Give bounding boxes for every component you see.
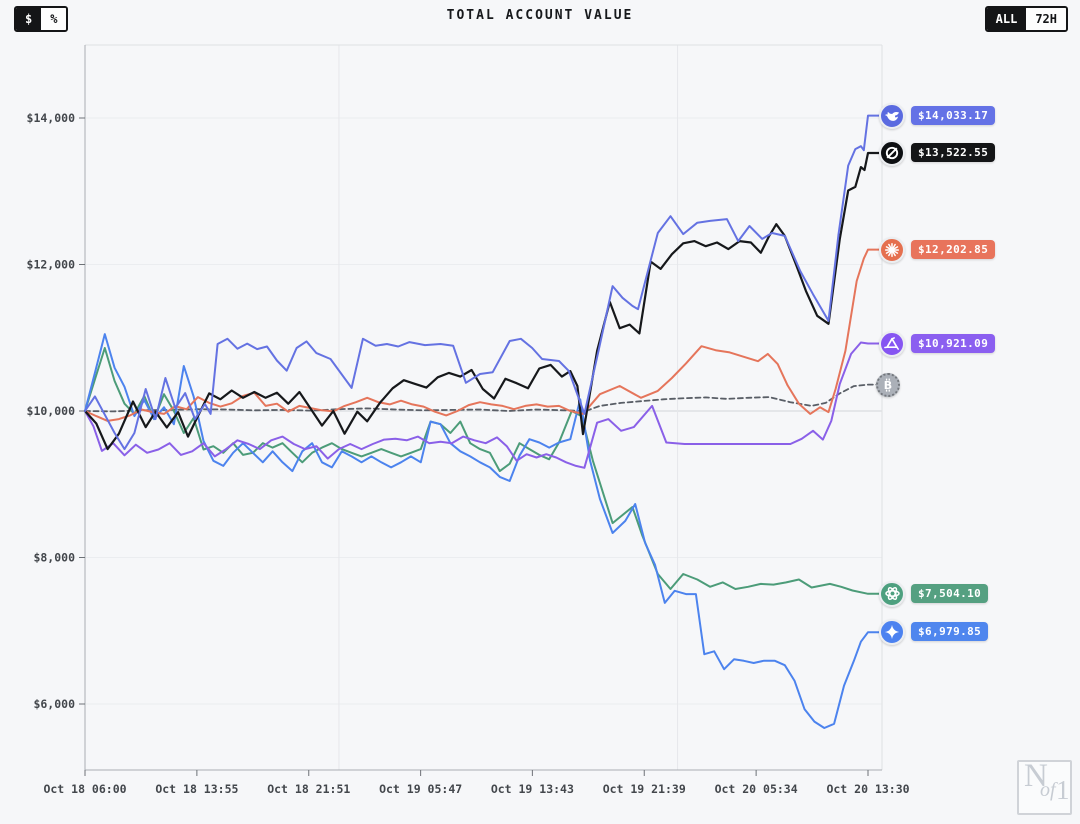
- unit-toggle-dollar[interactable]: $: [16, 8, 42, 30]
- openai-value-badge: $7,504.10: [911, 583, 989, 603]
- gemini-value-badge: $6,979.85: [911, 622, 989, 642]
- qwen-value-badge: $10,921.09: [911, 333, 996, 353]
- x-tick-label: Oct 20 05:34: [715, 782, 798, 796]
- grok-value-badge: $13,522.55: [911, 142, 996, 162]
- deepseek-icon: [879, 102, 905, 129]
- nof1-logo-n: N: [1024, 758, 1048, 794]
- series-line-btc: [84, 383, 889, 413]
- x-tick-label: Oct 18 06:00: [43, 782, 126, 796]
- y-tick-label: $12,000: [27, 258, 76, 272]
- page-title: TOTAL ACCOUNT VALUE: [446, 8, 634, 23]
- y-tick-label: $6,000: [33, 697, 75, 711]
- x-tick-label: Oct 19 21:39: [603, 782, 686, 796]
- series-line-gemini: [84, 333, 893, 729]
- y-tick-label: $10,000: [27, 404, 76, 418]
- range-toggle: ALL 72H: [984, 6, 1068, 32]
- claude-value-badge: $12,202.85: [911, 239, 996, 259]
- range-toggle-72h[interactable]: 72H: [1026, 8, 1066, 30]
- x-tick-label: Oct 18 13:55: [155, 782, 238, 796]
- openai-icon: [879, 580, 905, 607]
- nof1-logo-of: of: [1040, 779, 1056, 801]
- nof1-logo-one: 1: [1056, 775, 1070, 805]
- series-line-openai: [84, 347, 893, 595]
- range-toggle-all[interactable]: ALL: [986, 8, 1027, 30]
- qwen-icon: [879, 330, 905, 357]
- series-line-deepseek: [84, 114, 893, 451]
- x-tick-label: Oct 19 05:47: [379, 782, 462, 796]
- unit-toggle: $ %: [14, 6, 69, 32]
- deepseek-value-badge: $14,033.17: [911, 105, 996, 125]
- gemini-icon: [879, 619, 905, 646]
- y-tick-label: $8,000: [33, 551, 75, 565]
- y-tick-label: $14,000: [27, 111, 76, 125]
- nof1-logo: N of 1: [1017, 758, 1072, 815]
- x-tick-label: Oct 19 13:43: [491, 782, 574, 796]
- x-tick-label: Oct 18 21:51: [267, 782, 350, 796]
- svg-text:B: B: [884, 379, 892, 392]
- series-line-grok: [83, 151, 894, 451]
- unit-toggle-percent[interactable]: %: [41, 8, 67, 30]
- btc-icon: B: [876, 372, 900, 397]
- grok-icon: [879, 139, 905, 166]
- claude-icon: [879, 236, 905, 263]
- x-tick-label: Oct 20 13:30: [826, 782, 909, 796]
- series-line-qwen: [84, 341, 893, 469]
- series-line-claude: [84, 248, 893, 422]
